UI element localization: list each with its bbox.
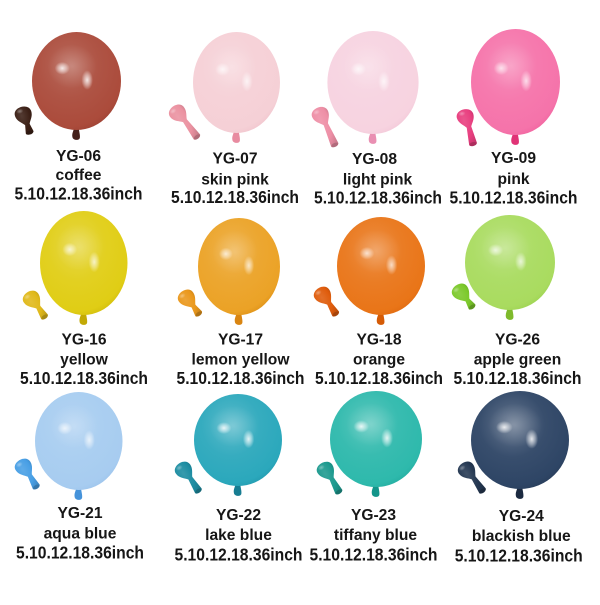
svg-text:YG-22: YG-22 <box>216 507 261 524</box>
svg-text:aqua blue: aqua blue <box>44 526 117 543</box>
svg-text:lake blue: lake blue <box>205 527 272 544</box>
svg-text:5.10.12.18.36inch: 5.10.12.18.36inch <box>20 368 148 388</box>
svg-text:5.10.12.18.36inch: 5.10.12.18.36inch <box>15 184 143 204</box>
svg-text:5.10.12.18.36inch: 5.10.12.18.36inch <box>455 546 583 566</box>
svg-text:skin pink: skin pink <box>201 172 269 189</box>
svg-text:lemon yellow: lemon yellow <box>192 351 291 368</box>
svg-text:coffee: coffee <box>56 167 102 184</box>
svg-text:apple green: apple green <box>474 352 562 369</box>
svg-text:tiffany blue: tiffany blue <box>334 527 417 544</box>
svg-text:YG-08: YG-08 <box>352 151 397 168</box>
svg-text:5.10.12.18.36inch: 5.10.12.18.36inch <box>450 187 578 207</box>
svg-text:YG-16: YG-16 <box>61 332 106 349</box>
svg-text:YG-26: YG-26 <box>495 332 540 349</box>
svg-text:YG-18: YG-18 <box>356 332 401 349</box>
svg-text:YG-21: YG-21 <box>57 505 102 522</box>
svg-text:5.10.12.18.36inch: 5.10.12.18.36inch <box>16 543 144 563</box>
svg-text:5.10.12.18.36inch: 5.10.12.18.36inch <box>314 187 442 207</box>
svg-text:yellow: yellow <box>60 352 109 369</box>
svg-text:blackish blue: blackish blue <box>472 528 571 545</box>
svg-text:orange: orange <box>353 351 405 368</box>
svg-text:5.10.12.18.36inch: 5.10.12.18.36inch <box>171 187 299 207</box>
svg-text:YG-17: YG-17 <box>218 332 263 349</box>
svg-text:YG-06: YG-06 <box>56 148 101 165</box>
svg-text:pink: pink <box>497 171 529 188</box>
svg-text:5.10.12.18.36inch: 5.10.12.18.36inch <box>175 544 303 564</box>
svg-text:5.10.12.18.36inch: 5.10.12.18.36inch <box>315 368 443 388</box>
svg-text:5.10.12.18.36inch: 5.10.12.18.36inch <box>454 368 582 388</box>
svg-text:YG-23: YG-23 <box>351 507 396 524</box>
svg-text:YG-24: YG-24 <box>499 508 544 525</box>
svg-text:5.10.12.18.36inch: 5.10.12.18.36inch <box>177 368 305 388</box>
svg-text:YG-09: YG-09 <box>491 150 536 167</box>
svg-text:5.10.12.18.36inch: 5.10.12.18.36inch <box>310 544 438 564</box>
svg-text:YG-07: YG-07 <box>212 151 257 168</box>
svg-text:light pink: light pink <box>343 172 413 189</box>
